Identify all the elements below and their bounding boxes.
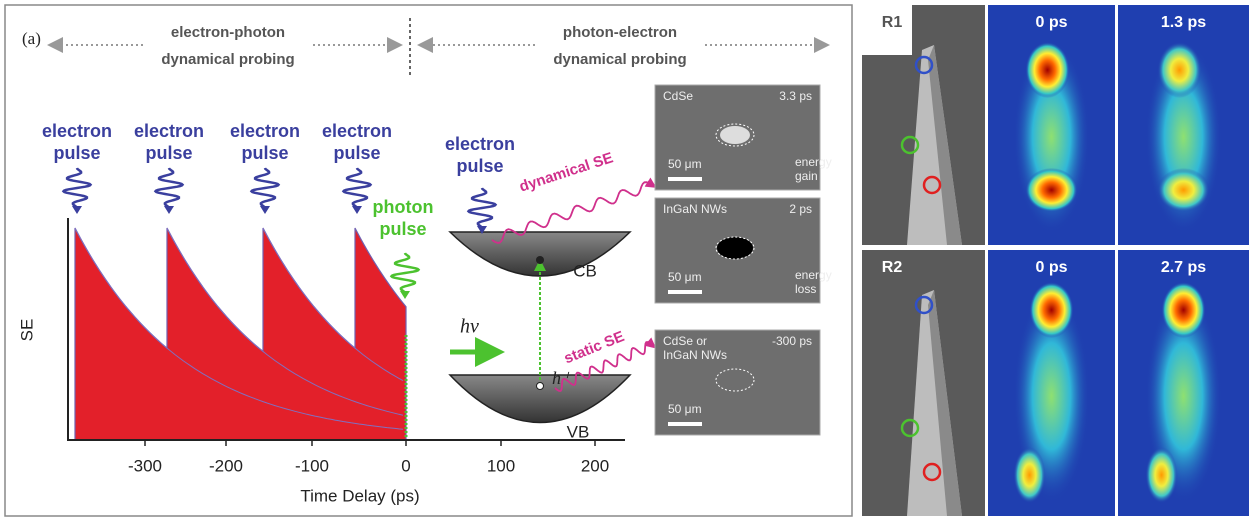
inset-note: loss <box>795 282 816 296</box>
scale-bar <box>668 422 702 426</box>
vb-label: VB <box>567 422 590 441</box>
heat-spot <box>1026 42 1070 98</box>
region-label: R1 <box>882 14 903 31</box>
electron-pulse-label: pulse <box>53 143 100 163</box>
scale-bar <box>668 177 702 181</box>
inset-time: 3.3 ps <box>779 89 812 103</box>
electron-pulse-label: pulse <box>456 156 503 176</box>
region-title: photon-electron <box>563 24 677 41</box>
heat-spot <box>1014 447 1046 503</box>
electron-pulse-label: pulse <box>145 143 192 163</box>
electron-pulse-label: pulse <box>333 143 380 163</box>
region-subtitle: dynamical probing <box>161 51 294 68</box>
panel-label: (a) <box>22 29 41 48</box>
x-axis-label: Time Delay (ps) <box>300 486 419 505</box>
inset-scale: 50 μm <box>668 157 702 171</box>
inset-time: 2 ps <box>789 202 812 216</box>
inset-material: CdSe <box>663 89 693 103</box>
inset-note: gain <box>795 169 818 183</box>
x-tick-label: 100 <box>487 456 515 475</box>
cb-label: CB <box>573 261 597 280</box>
region-title: electron-photon <box>171 24 285 41</box>
hv-label: hv <box>460 316 479 338</box>
heat-spot <box>1030 282 1074 338</box>
x-tick-label: 0 <box>401 456 410 475</box>
y-axis-label: SE <box>17 319 36 342</box>
electron-pulse-label: pulse <box>241 143 288 163</box>
spot <box>720 126 750 144</box>
inset-scale: 50 μm <box>668 270 702 284</box>
time-label: 0 ps <box>1035 259 1067 276</box>
time-label: 1.3 ps <box>1161 14 1206 31</box>
region-subtitle: dynamical probing <box>553 51 686 68</box>
time-label: 2.7 ps <box>1161 259 1206 276</box>
photon-pulse-label: photon <box>373 197 434 217</box>
heat-spot <box>1158 42 1202 98</box>
hole <box>537 383 544 390</box>
inset-material: InGaN NWs <box>663 348 727 362</box>
inset-material: CdSe or <box>663 334 707 348</box>
heat-spot <box>1026 168 1078 212</box>
heat-spot <box>1146 447 1178 503</box>
electron <box>536 256 544 264</box>
heat-spot <box>1158 168 1210 212</box>
x-tick-label: -300 <box>128 456 162 475</box>
photon-pulse-label: pulse <box>379 219 426 239</box>
time-label: 0 ps <box>1035 14 1067 31</box>
electron-pulse-label: electron <box>230 121 300 141</box>
inset-note: energy <box>795 268 832 282</box>
inset-time: -300 ps <box>772 334 812 348</box>
region-label: R2 <box>882 259 903 276</box>
electron-pulse-label: electron <box>134 121 204 141</box>
figure: (a) electron-photon dynamical probing photo… <box>0 0 1249 521</box>
electron-pulse-label: electron <box>42 121 112 141</box>
x-tick-label: 200 <box>581 456 609 475</box>
inset-note: energy <box>795 155 832 169</box>
inset-scale: 50 μm <box>668 402 702 416</box>
electron-pulse-label: electron <box>445 134 515 154</box>
x-tick-label: -200 <box>209 456 243 475</box>
x-tick-label: -100 <box>295 456 329 475</box>
electron-pulse-label: electron <box>322 121 392 141</box>
inset-material: InGaN NWs <box>663 202 727 216</box>
scale-bar <box>668 290 702 294</box>
heat-spot <box>1162 282 1206 338</box>
